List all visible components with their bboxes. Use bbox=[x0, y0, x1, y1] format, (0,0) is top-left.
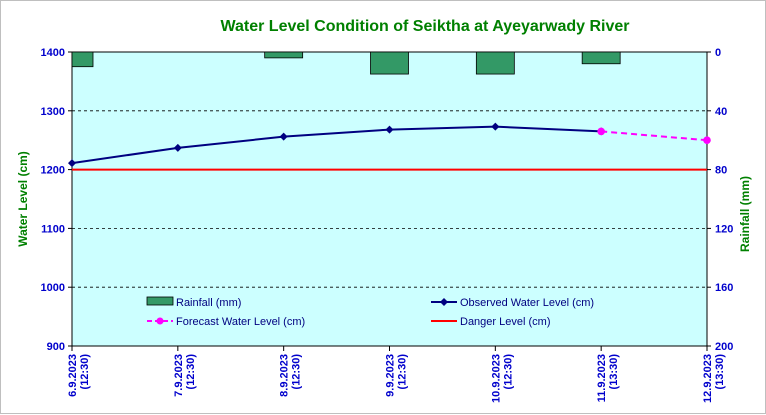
rainfall-bar bbox=[71, 51, 94, 68]
y2-tick-label: 80 bbox=[715, 165, 727, 177]
x-tick-line: 9.9.2023 bbox=[385, 354, 397, 397]
x-tick-line: 12.9.2023 bbox=[702, 354, 714, 403]
legend-label: Observed Water Level (cm) bbox=[460, 297, 594, 309]
observed-point bbox=[385, 125, 394, 134]
observed-line bbox=[71, 125, 602, 165]
observed-point bbox=[173, 143, 182, 152]
legend-label: Rainfall (mm) bbox=[176, 297, 241, 309]
left-axis-ticks: 900 1000 1100 1200 1300 1400 bbox=[41, 47, 72, 353]
y-tick-label: 1200 bbox=[41, 165, 65, 177]
legend-label: Danger Level (cm) bbox=[460, 316, 550, 328]
x-tick-line: (12:30) bbox=[502, 354, 514, 390]
x-tick-label: 6.9.2023(12:30) bbox=[67, 354, 91, 397]
x-tick-line: 8.9.2023 bbox=[279, 354, 291, 397]
observed-point bbox=[68, 159, 76, 168]
y-axis-label: Water Level (cm) bbox=[16, 151, 30, 247]
legend-marker bbox=[156, 317, 164, 325]
y2-tick-label: 120 bbox=[715, 223, 733, 235]
x-tick-label: 8.9.2023(12:30) bbox=[279, 354, 303, 397]
rainfall-bar bbox=[370, 51, 409, 75]
legend: Rainfall (mm) Observed Water Level (cm) Fo… bbox=[146, 296, 594, 328]
legend-label: Forecast Water Level (cm) bbox=[176, 316, 305, 328]
y2-tick-label: 0 bbox=[715, 47, 721, 59]
x-axis-ticks: 6.9.2023(12:30) 7.9.2023(12:30) 8.9.2023(1… bbox=[67, 346, 726, 403]
y2-tick-label: 200 bbox=[715, 341, 733, 353]
x-tick-label: 11.9.2023(13:30) bbox=[596, 354, 620, 403]
legend-swatch bbox=[146, 296, 174, 306]
observed-point bbox=[491, 122, 500, 131]
chart-title: Water Level Condition of Seiktha at Ayey… bbox=[221, 18, 630, 35]
y-tick-label: 1400 bbox=[41, 47, 65, 59]
y2-axis-label: Rainfall (mm) bbox=[738, 176, 752, 252]
forecast-line bbox=[601, 130, 708, 142]
x-tick-label: 9.9.2023(12:30) bbox=[385, 354, 409, 397]
y2-tick-label: 160 bbox=[715, 282, 733, 294]
y-tick-label: 900 bbox=[47, 341, 65, 353]
x-tick-line: 6.9.2023 bbox=[67, 354, 79, 397]
y-tick-label: 1000 bbox=[41, 282, 65, 294]
y-tick-label: 1100 bbox=[41, 223, 65, 235]
x-tick-label: 12.9.2023(13:30) bbox=[702, 354, 726, 403]
forecast-point bbox=[597, 127, 605, 136]
rainfall-bar bbox=[581, 51, 621, 65]
x-tick-line: (12:30) bbox=[397, 354, 409, 390]
observed-point bbox=[279, 132, 288, 141]
series-lines bbox=[68, 122, 711, 171]
x-tick-line: 7.9.2023 bbox=[173, 354, 185, 397]
x-tick-line: (13:30) bbox=[714, 354, 726, 390]
y-tick-label: 1300 bbox=[41, 106, 65, 118]
forecast-point bbox=[703, 136, 711, 144]
x-tick-line: (12:30) bbox=[79, 354, 91, 390]
y2-tick-label: 40 bbox=[715, 106, 727, 118]
x-tick-line: (12:30) bbox=[185, 354, 197, 390]
x-tick-line: (12:30) bbox=[291, 354, 303, 390]
x-tick-line: (13:30) bbox=[608, 354, 620, 390]
x-tick-line: 10.9.2023 bbox=[490, 354, 502, 403]
x-tick-label: 10.9.2023(12:30) bbox=[490, 354, 514, 403]
x-tick-label: 7.9.2023(12:30) bbox=[173, 354, 197, 397]
rainfall-bar bbox=[475, 51, 515, 75]
right-axis-ticks: 0 40 80 120 160 200 bbox=[707, 47, 733, 353]
plot-area bbox=[71, 51, 708, 347]
legend-marker bbox=[440, 298, 448, 306]
rainfall-bars bbox=[71, 51, 621, 75]
rainfall-bar bbox=[264, 51, 304, 59]
x-tick-line: 11.9.2023 bbox=[596, 354, 608, 402]
